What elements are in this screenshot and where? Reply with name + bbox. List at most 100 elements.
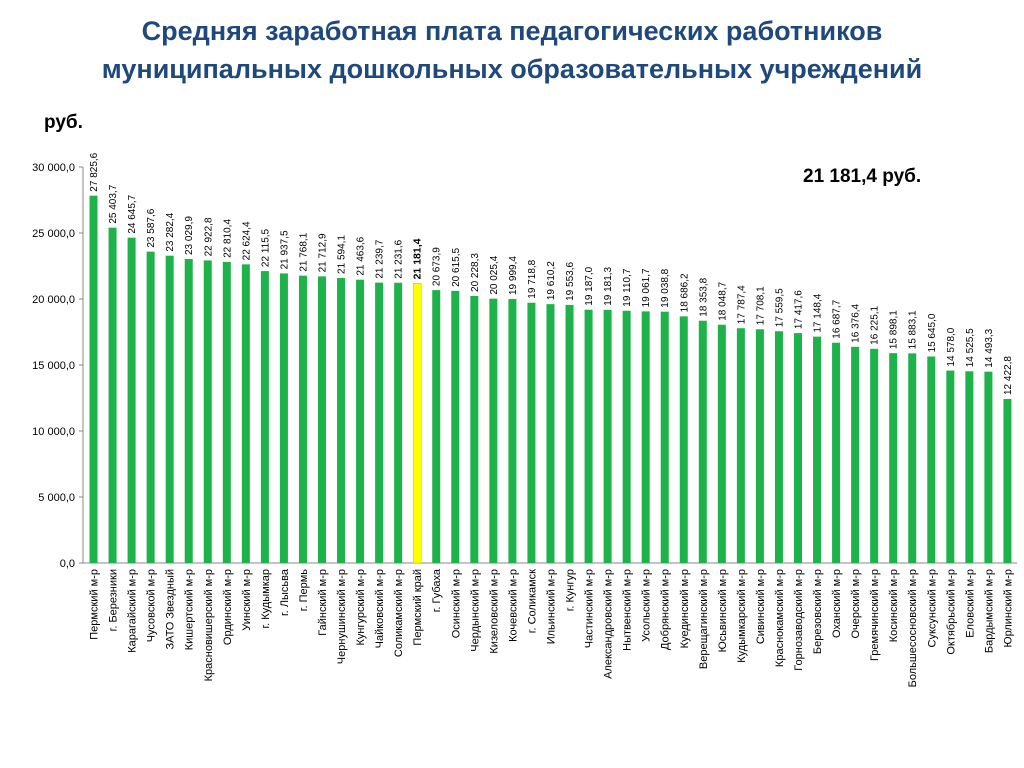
y-tick-label: 5 000,0 — [38, 492, 75, 504]
y-tick-label: 25 000,0 — [32, 228, 75, 240]
category-label: Сивинский м-р — [755, 569, 767, 644]
bar — [946, 370, 955, 563]
category-label: Гремячинский м-р — [869, 569, 881, 661]
bar — [774, 331, 783, 563]
bar — [127, 237, 136, 563]
category-label: Красновишерский м-р — [203, 569, 215, 681]
chart-title: Средняя заработная плата педагогических … — [0, 12, 1024, 88]
data-label: 15 898,1 — [889, 310, 900, 349]
bar — [146, 251, 155, 563]
category-label: Бардымский м-р — [983, 569, 995, 653]
bar — [565, 304, 574, 563]
data-label: 20 615,5 — [451, 248, 462, 287]
category-label: г. Пермь — [298, 569, 310, 611]
data-label: 22 624,4 — [241, 221, 252, 260]
bar — [584, 309, 593, 563]
category-label: Кишертский м-р — [184, 569, 196, 650]
category-label: Чайковский м-р — [374, 569, 386, 648]
data-label: 19 610,2 — [546, 261, 557, 300]
data-label: 25 403,7 — [108, 184, 119, 223]
data-label: 17 148,4 — [813, 293, 824, 332]
category-label: Куединский м-р — [679, 569, 691, 648]
bar — [527, 302, 536, 563]
bar — [889, 353, 898, 563]
bar — [546, 304, 555, 563]
data-label: 19 187,0 — [584, 266, 595, 305]
category-label: Соликамский м-р — [393, 569, 405, 657]
bar — [965, 371, 974, 563]
category-label: Александровский м-р — [603, 569, 615, 679]
category-label: Ильинский м-р — [545, 569, 557, 644]
category-label: Оханский м-р — [831, 569, 843, 638]
data-label: 18 048,7 — [717, 281, 728, 320]
bar — [832, 342, 841, 563]
data-label: 15 883,1 — [908, 310, 919, 349]
data-label: 20 025,4 — [489, 255, 500, 294]
data-label: 23 587,6 — [146, 208, 157, 247]
bar — [318, 276, 326, 563]
category-label: Верещагинский м-р — [698, 569, 710, 669]
category-label: Карагайский м-р — [127, 569, 139, 653]
data-label: 21 231,6 — [394, 239, 405, 278]
bar — [908, 353, 917, 563]
category-label: г. Лысьва — [279, 568, 291, 616]
title-line-1: Средняя заработная плата педагогических … — [141, 16, 883, 46]
bar — [279, 273, 288, 563]
bar — [698, 320, 707, 563]
category-label: Пермский край — [412, 569, 424, 646]
data-label: 22 922,8 — [203, 217, 214, 256]
data-label: 16 376,4 — [851, 303, 862, 342]
category-label: Добрянский м-р — [660, 569, 672, 650]
bar — [222, 261, 231, 563]
data-label: 22 810,4 — [222, 219, 233, 258]
bar — [927, 356, 936, 563]
data-label: 19 038,8 — [660, 268, 671, 307]
bar — [89, 195, 98, 563]
category-label: Еловский м-р — [964, 569, 976, 638]
category-label: Нытвенский м-р — [622, 569, 634, 651]
category-label: Юсьвинский м-р — [717, 569, 729, 652]
bar — [660, 311, 669, 563]
bar — [337, 277, 346, 563]
y-tick-label: 10 000,0 — [32, 426, 75, 438]
data-label: 27 825,6 — [89, 152, 100, 191]
category-label: Очерский м-р — [850, 569, 862, 639]
category-label: Большесосновский м-р — [907, 569, 919, 687]
category-label: г. Соликамск — [526, 569, 538, 633]
category-label: Горнозаводский м-р — [793, 569, 805, 671]
bar — [870, 348, 879, 563]
y-axis-unit-label: руб. — [44, 112, 83, 133]
category-label: Пермский м-р — [89, 569, 101, 640]
data-label: 17 559,5 — [774, 288, 785, 327]
category-label: г. Березники — [108, 569, 120, 631]
bar — [108, 227, 117, 564]
bar — [432, 290, 441, 563]
category-label: Краснокамский м-р — [774, 569, 786, 667]
data-label: 24 645,7 — [127, 194, 138, 233]
data-label: 21 712,9 — [318, 233, 329, 272]
y-tick-label: 30 000,0 — [32, 162, 75, 174]
category-label: Кудымкарский м-р — [736, 569, 748, 663]
bar — [375, 282, 384, 563]
data-label: 20 228,3 — [470, 253, 481, 292]
bar — [641, 311, 650, 563]
data-label: 20 673,9 — [432, 247, 443, 286]
category-label: г. Кудымкар — [260, 569, 272, 629]
bar — [851, 346, 860, 563]
bar — [241, 264, 250, 563]
bar — [451, 290, 460, 563]
category-label: Березовский м-р — [812, 569, 824, 654]
data-label: 17 787,4 — [736, 285, 747, 324]
bar — [717, 324, 726, 563]
bar — [984, 371, 993, 563]
data-label: 21 463,6 — [356, 236, 367, 275]
data-label: 15 645,0 — [927, 313, 938, 352]
data-label: 16 225,1 — [870, 305, 881, 344]
data-label: 19 553,6 — [565, 262, 576, 301]
bar — [755, 329, 764, 563]
data-label: 19 061,7 — [641, 268, 652, 307]
category-label: Чернушинский м-р — [336, 569, 348, 664]
data-label: 18 353,8 — [698, 277, 709, 316]
bar — [394, 282, 403, 563]
